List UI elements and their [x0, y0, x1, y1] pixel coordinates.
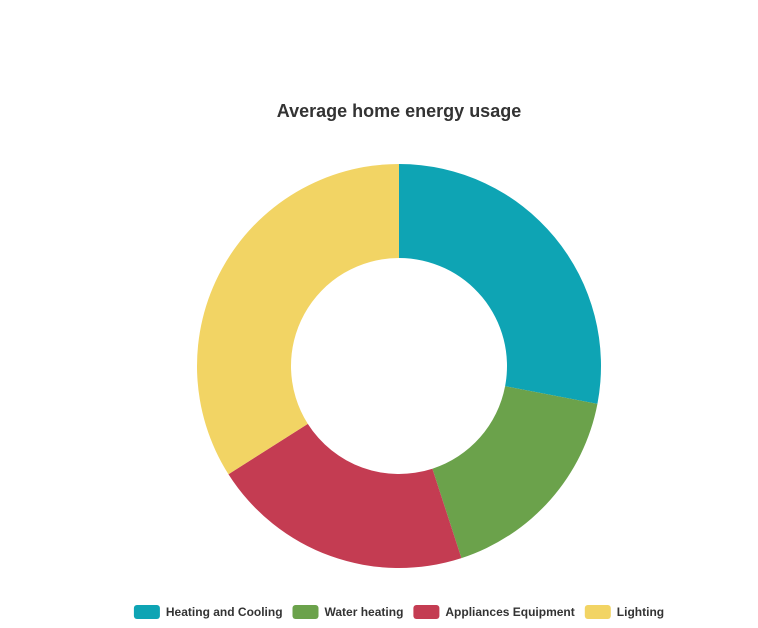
legend: Heating and Cooling Water heating Applianc…: [133, 605, 664, 619]
legend-item-lighting[interactable]: Lighting: [584, 605, 664, 619]
slice-appliances-equipment[interactable]: [228, 423, 462, 568]
slice-heating-and-cooling[interactable]: [399, 164, 601, 404]
legend-item-appliances-equipment[interactable]: Appliances Equipment: [413, 605, 575, 619]
chart-title: Average home energy usage: [277, 101, 521, 121]
slice-water-heating[interactable]: [432, 386, 598, 559]
legend-label: Water heating: [325, 605, 404, 619]
legend-label: Appliances Equipment: [445, 605, 574, 619]
legend-swatch: [413, 605, 440, 619]
legend-swatch: [292, 605, 319, 619]
legend-item-heating-and-cooling[interactable]: Heating and Cooling: [133, 605, 283, 619]
legend-swatch: [584, 605, 611, 619]
slice-lighting[interactable]: [197, 164, 399, 475]
legend-swatch: [133, 605, 160, 619]
legend-label: Lighting: [617, 605, 664, 619]
legend-item-water-heating[interactable]: Water heating: [292, 605, 404, 619]
donut-slices: [197, 164, 601, 568]
legend-label: Heating and Cooling: [166, 605, 283, 619]
